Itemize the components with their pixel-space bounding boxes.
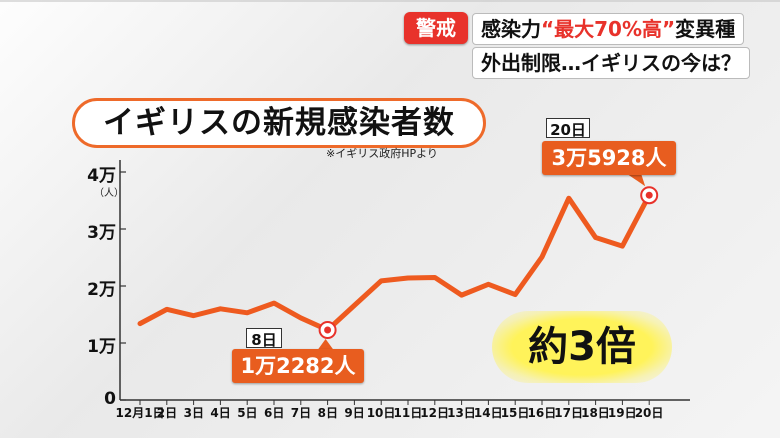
callout-start-pointer [317, 338, 334, 350]
x-tick-label: 13日 [447, 406, 476, 420]
x-tick-label: 2日 [156, 406, 178, 420]
data-point [593, 235, 598, 240]
callout-start-value: 1万2282人 [232, 349, 364, 383]
ratio-highlight: 約3倍 [492, 311, 672, 383]
x-tick-label: 17日 [554, 406, 583, 420]
data-point [513, 292, 518, 297]
x-tick-label: 4日 [210, 406, 231, 420]
y-axis-unit: （人） [94, 188, 124, 199]
data-point [164, 307, 169, 312]
x-tick-label: 3日 [183, 406, 204, 420]
data-point [540, 254, 544, 259]
x-tick-label: 8日 [317, 406, 338, 420]
data-point [379, 278, 384, 283]
data-point [620, 244, 625, 249]
y-tick-label: 2万 [87, 280, 116, 300]
x-tick-label: 9日 [344, 406, 365, 420]
highlight-marker-dot [645, 191, 653, 199]
headline-line-1: 感染力“最大70%高”変異種 [472, 13, 745, 45]
x-tick-label: 19日 [607, 406, 637, 420]
headline-text-1b: 変異種 [675, 17, 736, 41]
x-tick-label: 5日 [237, 406, 258, 420]
series-line [137, 192, 652, 333]
x-tick-label: 14日 [473, 406, 503, 420]
chart-title: イギリスの新規感染者数 [72, 98, 486, 148]
x-tick-label: 10日 [366, 406, 396, 420]
x-tick-label: 12日 [420, 406, 449, 420]
x-tick-label: 12月1日 [115, 406, 165, 420]
x-tick-label: 18日 [581, 406, 610, 420]
y-tick-label: 4万 [87, 166, 116, 186]
x-tick-label: 20日 [634, 406, 664, 420]
x-tick-label: 11日 [393, 406, 423, 420]
headline-text-1a: 感染力 [481, 17, 541, 41]
x-tick-label: 6日 [264, 406, 285, 420]
highlight-marker-dot [324, 326, 332, 334]
data-point [566, 196, 571, 201]
y-tick-label: 3万 [87, 223, 116, 243]
data-point [432, 275, 437, 280]
data-point [486, 282, 491, 287]
warning-badge: 警戒 [404, 12, 468, 44]
callout-end-value: 3万5928人 [542, 141, 676, 175]
data-point [352, 303, 357, 308]
data-point [272, 301, 276, 306]
x-tick-label: 16日 [527, 406, 557, 420]
x-tick-label: 15日 [500, 406, 530, 420]
headline-highlight: “最大70%高” [541, 17, 676, 41]
headline-line-2: 外出制限…イギリスの今は？ [472, 47, 750, 79]
data-point [218, 306, 223, 311]
y-tick-label: 0 [104, 389, 116, 409]
data-point [138, 321, 142, 326]
source-note: ※イギリス政府HPより [326, 147, 438, 160]
callout-end-pointer [627, 174, 646, 187]
data-point [191, 313, 196, 318]
callout-start-date: 8日 [246, 328, 282, 349]
x-tick-label: 7日 [290, 406, 312, 420]
data-point [245, 310, 250, 315]
data-point [298, 315, 303, 320]
background-stripe [0, 0, 780, 2]
callout-end-date: 20日 [546, 118, 590, 139]
data-point [406, 276, 410, 281]
y-tick-label: 1万 [87, 337, 116, 357]
data-point [459, 293, 464, 298]
